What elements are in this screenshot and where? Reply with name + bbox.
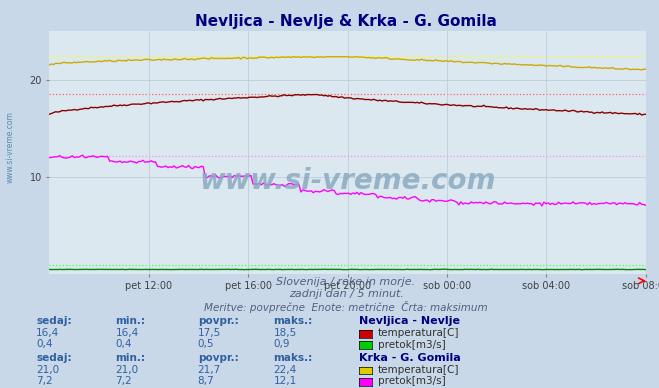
Text: pretok[m3/s]: pretok[m3/s]	[378, 376, 445, 386]
Text: 21,0: 21,0	[36, 365, 59, 375]
Text: 12,1: 12,1	[273, 376, 297, 386]
Text: Nevljica - Nevlje & Krka - G. Gomila: Nevljica - Nevlje & Krka - G. Gomila	[195, 14, 497, 29]
Text: Meritve: povprečne  Enote: metrične  Črta: maksimum: Meritve: povprečne Enote: metrične Črta:…	[204, 301, 488, 313]
Text: maks.:: maks.:	[273, 316, 313, 326]
Text: sedaj:: sedaj:	[36, 353, 72, 363]
Text: 21,7: 21,7	[198, 365, 221, 375]
Text: min.:: min.:	[115, 353, 146, 363]
Text: Nevljica - Nevlje: Nevljica - Nevlje	[359, 316, 460, 326]
Text: povpr.:: povpr.:	[198, 316, 239, 326]
Text: povpr.:: povpr.:	[198, 353, 239, 363]
Text: 8,7: 8,7	[198, 376, 214, 386]
Text: www.si-vreme.com: www.si-vreme.com	[5, 111, 14, 184]
Text: temperatura[C]: temperatura[C]	[378, 328, 459, 338]
Text: 18,5: 18,5	[273, 328, 297, 338]
Text: 16,4: 16,4	[36, 328, 59, 338]
Text: zadnji dan / 5 minut.: zadnji dan / 5 minut.	[289, 289, 403, 299]
Text: temperatura[C]: temperatura[C]	[378, 365, 459, 375]
Text: 0,5: 0,5	[198, 340, 214, 350]
Text: 7,2: 7,2	[115, 376, 132, 386]
Text: 7,2: 7,2	[36, 376, 53, 386]
Text: 0,4: 0,4	[36, 340, 53, 350]
Text: maks.:: maks.:	[273, 353, 313, 363]
Text: min.:: min.:	[115, 316, 146, 326]
Text: 21,0: 21,0	[115, 365, 138, 375]
Text: 0,9: 0,9	[273, 340, 290, 350]
Text: www.si-vreme.com: www.si-vreme.com	[200, 167, 496, 196]
Text: 17,5: 17,5	[198, 328, 221, 338]
Text: Slovenija / reke in morje.: Slovenija / reke in morje.	[276, 277, 416, 288]
Text: 16,4: 16,4	[115, 328, 138, 338]
Text: pretok[m3/s]: pretok[m3/s]	[378, 340, 445, 350]
Text: 0,4: 0,4	[115, 340, 132, 350]
Text: 22,4: 22,4	[273, 365, 297, 375]
Text: Nevljica - Nevlje: Nevljica - Nevlje	[0, 387, 1, 388]
Text: sedaj:: sedaj:	[36, 316, 72, 326]
Text: Krka - G. Gomila: Krka - G. Gomila	[359, 353, 461, 363]
